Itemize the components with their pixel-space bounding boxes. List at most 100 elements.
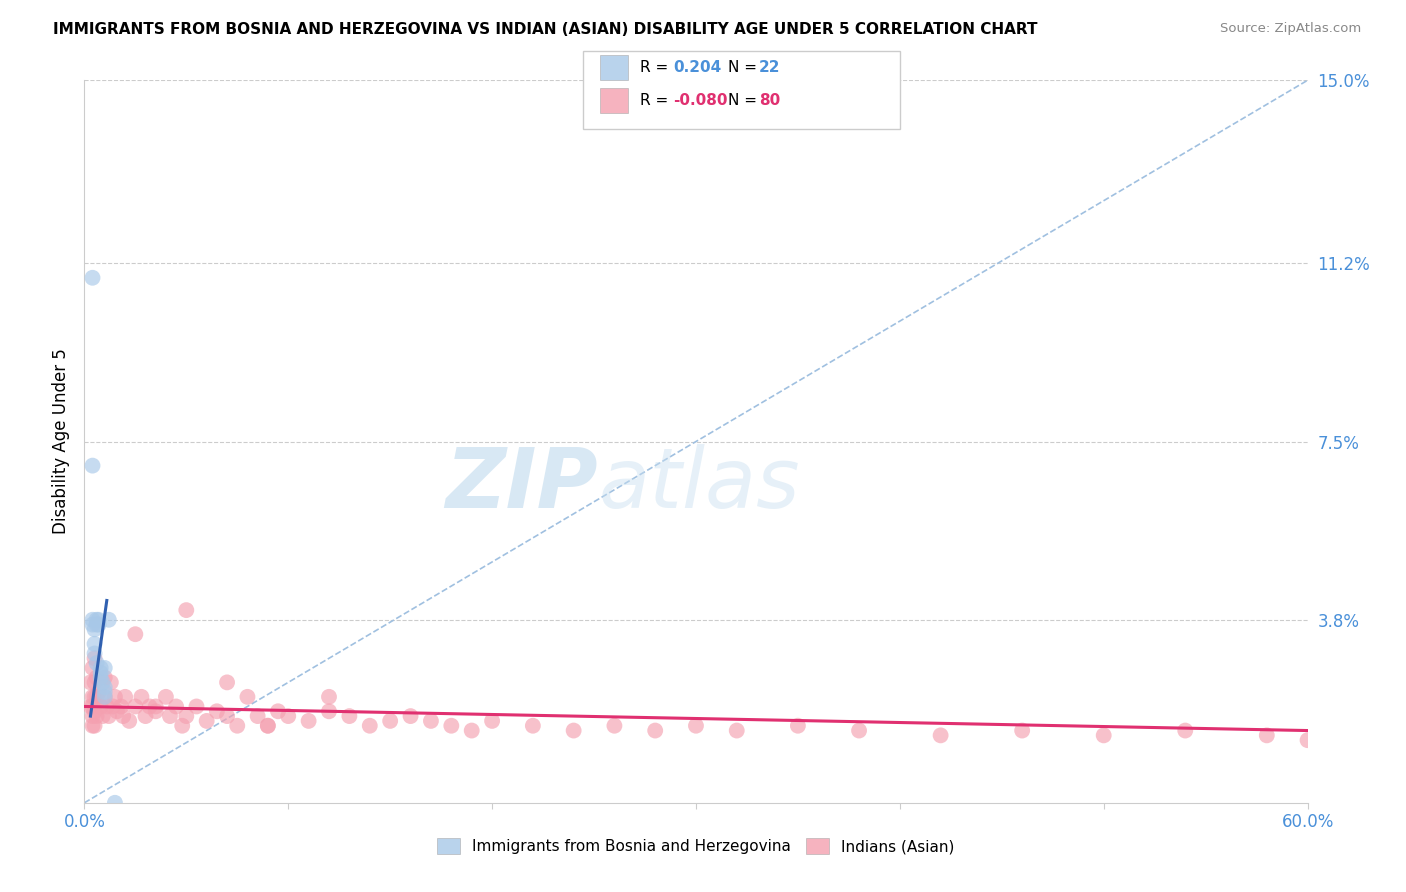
Point bbox=[82, 709, 104, 723]
Point bbox=[257, 719, 280, 733]
Point bbox=[93, 671, 115, 685]
Text: Source: ZipAtlas.com: Source: ZipAtlas.com bbox=[1220, 22, 1361, 36]
Point bbox=[82, 719, 104, 733]
Point bbox=[217, 675, 239, 690]
Point bbox=[96, 699, 118, 714]
Point bbox=[82, 617, 104, 632]
Point bbox=[644, 723, 666, 738]
Point bbox=[93, 690, 115, 704]
Point bbox=[165, 699, 187, 714]
Text: R =: R = bbox=[640, 61, 673, 75]
Point bbox=[93, 690, 115, 704]
Point bbox=[440, 719, 463, 733]
Point bbox=[848, 723, 870, 738]
Point bbox=[131, 690, 153, 704]
Point bbox=[105, 704, 128, 718]
Point bbox=[93, 685, 115, 699]
Text: atlas: atlas bbox=[598, 444, 800, 525]
Point bbox=[83, 719, 105, 733]
Point bbox=[172, 719, 194, 733]
Point bbox=[93, 680, 115, 694]
Point bbox=[87, 613, 110, 627]
Point bbox=[101, 699, 124, 714]
Point bbox=[86, 613, 108, 627]
Point bbox=[481, 714, 503, 728]
Point bbox=[420, 714, 443, 728]
Text: ZIP: ZIP bbox=[446, 444, 598, 525]
Point bbox=[318, 704, 340, 718]
Point bbox=[1011, 723, 1033, 738]
Point bbox=[1092, 728, 1115, 742]
Point bbox=[112, 709, 135, 723]
Point bbox=[86, 656, 108, 670]
Legend: Immigrants from Bosnia and Herzegovina, Indians (Asian): Immigrants from Bosnia and Herzegovina, … bbox=[432, 832, 960, 860]
Point bbox=[86, 709, 108, 723]
Point bbox=[1296, 733, 1319, 747]
Point bbox=[79, 699, 101, 714]
Point bbox=[91, 675, 114, 690]
Point bbox=[174, 603, 197, 617]
Point bbox=[83, 623, 105, 637]
Point bbox=[110, 699, 132, 714]
Point bbox=[257, 719, 280, 733]
Point bbox=[298, 714, 321, 728]
Point bbox=[267, 704, 290, 718]
Text: 0.204: 0.204 bbox=[673, 61, 721, 75]
Text: 80: 80 bbox=[759, 94, 780, 108]
Text: R =: R = bbox=[640, 94, 673, 108]
Point bbox=[87, 685, 110, 699]
Point bbox=[83, 647, 105, 661]
Point bbox=[100, 675, 122, 690]
Point bbox=[135, 709, 157, 723]
Point bbox=[246, 709, 269, 723]
Point bbox=[399, 709, 422, 723]
Point bbox=[318, 690, 340, 704]
Y-axis label: Disability Age Under 5: Disability Age Under 5 bbox=[52, 349, 70, 534]
Point bbox=[205, 704, 228, 718]
Point bbox=[155, 690, 177, 704]
Point bbox=[159, 709, 181, 723]
Point bbox=[86, 690, 108, 704]
Point bbox=[83, 704, 105, 718]
Point bbox=[359, 719, 381, 733]
Point bbox=[91, 709, 114, 723]
Point bbox=[725, 723, 748, 738]
Point bbox=[685, 719, 707, 733]
Point bbox=[104, 690, 127, 704]
Point bbox=[82, 690, 104, 704]
Point bbox=[195, 714, 218, 728]
Point bbox=[97, 709, 120, 723]
Point bbox=[93, 661, 115, 675]
Point bbox=[1174, 723, 1197, 738]
Point bbox=[82, 613, 104, 627]
Point bbox=[186, 699, 208, 714]
Text: N =: N = bbox=[728, 61, 762, 75]
Point bbox=[145, 704, 167, 718]
Text: 22: 22 bbox=[759, 61, 780, 75]
Point bbox=[83, 690, 105, 704]
Point bbox=[562, 723, 585, 738]
Text: N =: N = bbox=[728, 94, 762, 108]
Text: -0.080: -0.080 bbox=[673, 94, 728, 108]
Point bbox=[79, 675, 101, 690]
Point bbox=[236, 690, 259, 704]
Point bbox=[82, 270, 104, 285]
Point bbox=[83, 637, 105, 651]
Point bbox=[90, 665, 112, 680]
Point bbox=[82, 699, 104, 714]
Point bbox=[145, 699, 167, 714]
Point bbox=[90, 671, 112, 685]
Point bbox=[86, 617, 108, 632]
Point bbox=[217, 709, 239, 723]
Point bbox=[90, 699, 112, 714]
Point bbox=[226, 719, 249, 733]
Point bbox=[929, 728, 952, 742]
Point bbox=[603, 719, 626, 733]
Point bbox=[83, 675, 105, 690]
Point bbox=[138, 699, 160, 714]
Point bbox=[277, 709, 299, 723]
Point bbox=[82, 661, 104, 675]
Point bbox=[82, 458, 104, 473]
Point bbox=[124, 699, 146, 714]
Point bbox=[104, 796, 127, 810]
